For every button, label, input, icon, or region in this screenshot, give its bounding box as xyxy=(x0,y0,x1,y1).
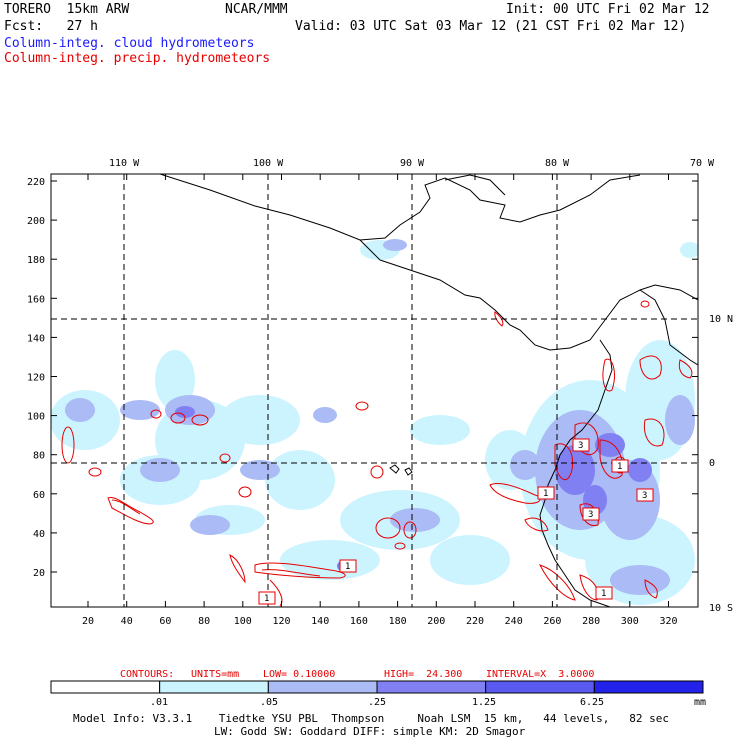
x-tick-label: 120 xyxy=(272,616,290,627)
x-tick-label: 160 xyxy=(350,616,368,627)
lon-label-100w: 100 W xyxy=(253,158,284,169)
contour-boxes: 1 1 1 3 1 3 1 3 xyxy=(258,438,654,605)
x-axis-ticks xyxy=(87,174,669,607)
x-tick-label: 180 xyxy=(389,616,407,627)
y-tick-label: 100 xyxy=(27,412,45,423)
x-tick-label: 100 xyxy=(234,616,252,627)
colorbar-label-01: .01 xyxy=(150,697,169,708)
y-tick-label: 60 xyxy=(33,490,45,501)
colorbar-swatch xyxy=(376,680,487,694)
map-frame xyxy=(50,173,699,608)
colorbar-unit: mm xyxy=(694,697,707,708)
x-tick-label: 280 xyxy=(582,616,600,627)
y-tick-label: 180 xyxy=(27,255,45,266)
y-tick-label: 80 xyxy=(33,451,45,462)
y-tick-label: 160 xyxy=(27,294,45,305)
contours-high: HIGH= 24.300 xyxy=(384,669,463,680)
x-tick-label: 40 xyxy=(121,616,133,627)
y-tick-label: 140 xyxy=(27,333,45,344)
x-tick-label: 60 xyxy=(159,616,171,627)
svg-text:1: 1 xyxy=(264,594,269,604)
svg-text:3: 3 xyxy=(642,491,647,501)
valid-time: Valid: 03 UTC Sat 03 Mar 12 (21 CST Fri … xyxy=(295,19,687,34)
lat-label-10s: 10 S xyxy=(709,603,733,614)
coastline xyxy=(159,174,698,607)
x-tick-label: 20 xyxy=(82,616,94,627)
y-axis-labels: 220 200 180 160 140 120 100 80 60 40 20 xyxy=(27,177,45,579)
contours-interval: INTERVAL=X 3.0000 xyxy=(486,669,595,680)
forecast-hour: Fcst: 27 h xyxy=(4,19,98,34)
colorbar-swatch xyxy=(50,680,161,694)
y-tick-label: 220 xyxy=(27,177,45,188)
model-info-line1: Model Info: V3.3.1 Tiedtke YSU PBL Thomp… xyxy=(73,712,670,725)
svg-text:1: 1 xyxy=(601,589,606,599)
lat-label-0: 0 xyxy=(709,458,715,469)
model-info-line2: LW: Godd SW: Goddard DIFF: simple KM: 2D… xyxy=(214,725,526,738)
colorbar-label-625: 6.25 xyxy=(580,697,605,708)
precip-contours xyxy=(61,300,693,607)
y-tick-label: 20 xyxy=(33,568,45,579)
y-tick-label: 40 xyxy=(33,529,45,540)
colorbar-label-125: 1.25 xyxy=(472,697,497,708)
field-cloud-label: Column-integ. cloud hydrometeors xyxy=(4,36,255,51)
y-tick-label: 200 xyxy=(27,216,45,227)
colorbar-swatch xyxy=(593,680,704,694)
y-tick-label: 120 xyxy=(27,373,45,384)
svg-text:1: 1 xyxy=(543,489,548,499)
svg-text:1: 1 xyxy=(345,562,350,572)
graticule xyxy=(51,174,698,607)
contours-low: LOW= 0.10000 xyxy=(263,669,336,680)
lon-label-80w: 80 W xyxy=(545,158,570,169)
colorbar xyxy=(50,680,704,694)
svg-text:1: 1 xyxy=(617,462,622,472)
init-time: Init: 00 UTC Fri 02 Mar 12 xyxy=(506,2,710,17)
x-tick-label: 200 xyxy=(427,616,445,627)
lon-label-70w: 70 W xyxy=(690,158,715,169)
x-tick-label: 300 xyxy=(621,616,639,627)
cloud-field-dark xyxy=(175,406,652,572)
center-name: NCAR/MMM xyxy=(225,2,288,17)
x-tick-label: 260 xyxy=(543,616,561,627)
x-tick-label: 80 xyxy=(198,616,210,627)
model-name: TORERO 15km ARW xyxy=(4,2,130,17)
svg-text:3: 3 xyxy=(588,510,593,520)
x-tick-label: 240 xyxy=(505,616,523,627)
contours-units: UNITS=mm xyxy=(191,669,240,680)
x-axis-labels: 20 40 60 80 100 120 140 160 180 200 220 240 260 280 30… xyxy=(82,616,678,627)
lon-label-90w: 90 W xyxy=(400,158,425,169)
x-tick-label: 140 xyxy=(311,616,329,627)
colorbar-swatch xyxy=(485,680,595,694)
y-axis-ticks xyxy=(51,180,698,573)
svg-text:3: 3 xyxy=(578,441,583,451)
lat-label-10n: 10 N xyxy=(709,314,733,325)
colorbar-swatch xyxy=(267,680,378,694)
colorbar-label-25: .25 xyxy=(368,697,387,708)
colorbar-swatch xyxy=(159,680,269,694)
colorbar-label-05: .05 xyxy=(260,697,279,708)
x-tick-label: 220 xyxy=(466,616,484,627)
field-precip-label: Column-integ. precip. hydrometeors xyxy=(4,51,271,66)
contours-label: CONTOURS: xyxy=(120,669,175,680)
x-tick-label: 320 xyxy=(659,616,677,627)
lon-label-110w: 110 W xyxy=(109,158,140,169)
